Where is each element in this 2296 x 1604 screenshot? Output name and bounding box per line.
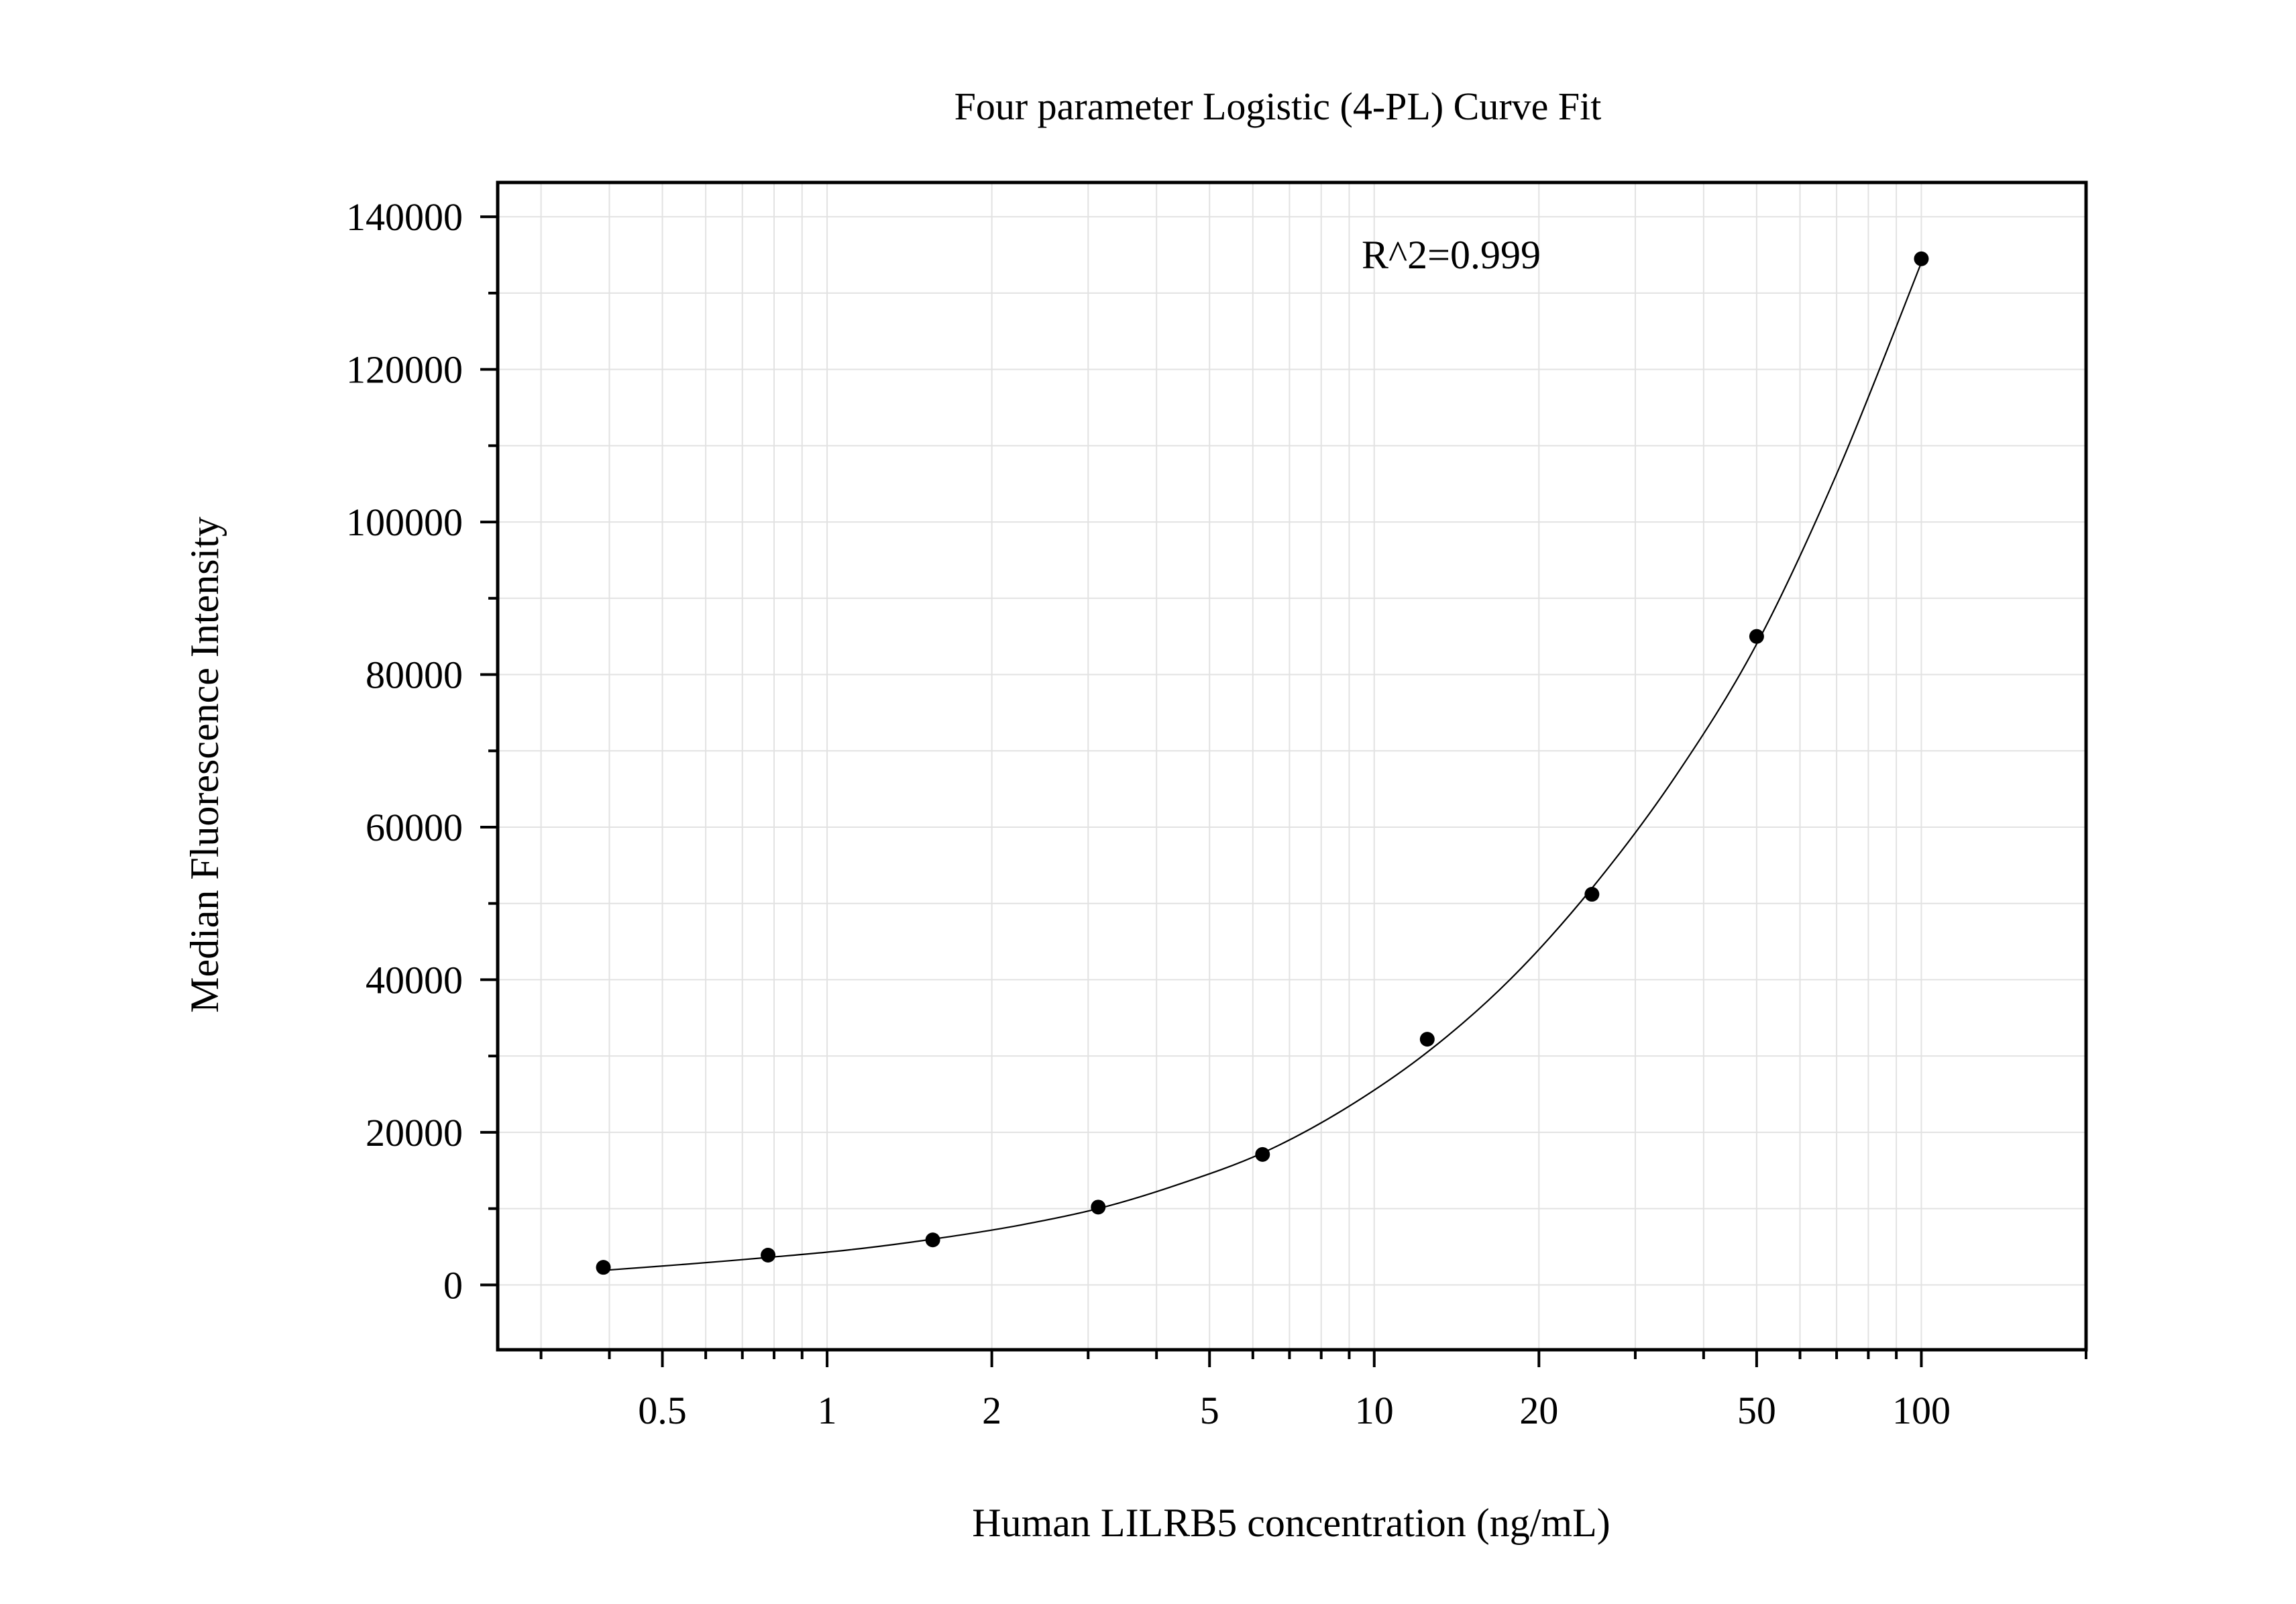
y-tick-label: 120000 [346,348,463,392]
x-tick-label: 0.5 [638,1389,687,1432]
data-point [1914,251,1929,266]
x-tick-label: 2 [982,1389,1001,1432]
x-tick-label: 50 [1737,1389,1776,1432]
plot-frame [496,180,2088,1352]
x-tick-labels: 0.5 1 2 5 10 20 50 100 [638,1389,1951,1432]
data-point [1255,1146,1270,1162]
y-tick-label: 20000 [366,1111,463,1155]
data-point [596,1260,611,1275]
y-tick-label: 60000 [366,806,463,849]
y-tick-label: 100000 [346,500,463,544]
data-point [1091,1199,1106,1215]
x-axis-label: Human LILRB5 concentration (ng/mL) [972,1501,1610,1545]
x-tick-label: 5 [1200,1389,1219,1432]
y-tick-label: 0 [443,1263,463,1307]
fit-curve-layer [603,262,1922,1271]
data-point [925,1232,940,1248]
grid-lines [498,182,2087,1350]
r-squared-annotation: R^2=0.999 [1362,233,1541,277]
x-tick-label: 100 [1892,1389,1951,1432]
x-tick-label: 20 [1519,1389,1558,1432]
y-tick-label: 140000 [346,195,463,239]
x-tick-label: 10 [1355,1389,1394,1432]
axis-ticks [480,215,2087,1367]
data-point [1749,629,1764,644]
chart-title: Four parameter Logistic (4-PL) Curve Fit [954,85,1602,128]
data-point [761,1247,776,1263]
data-point [1419,1032,1435,1047]
data-point [1584,887,1600,902]
y-tick-labels: 0 20000 40000 60000 80000 100000 120000 140000 [346,195,463,1307]
x-tick-label: 1 [818,1389,837,1432]
y-axis-label: Median Fluorescence Intensity [182,517,227,1013]
data-points [596,251,1929,1275]
fit-curve [603,262,1922,1271]
y-tick-label: 40000 [366,958,463,1002]
y-tick-label: 80000 [366,653,463,697]
